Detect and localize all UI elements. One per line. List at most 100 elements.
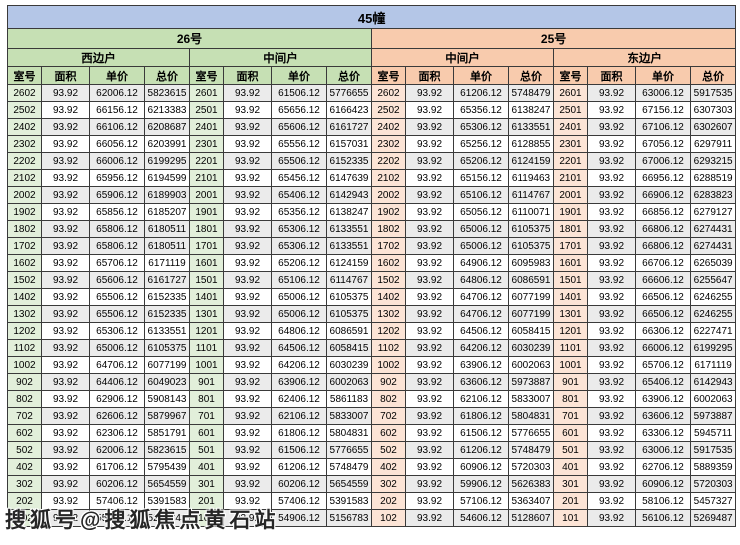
data-cell: 65306.12	[271, 237, 327, 255]
data-cell: 6147639	[326, 169, 372, 187]
room-number-cell: 602	[7, 424, 42, 442]
room-number-cell: 2502	[371, 101, 406, 119]
data-cell: 67106.12	[635, 118, 691, 136]
data-cell: 6138247	[326, 203, 372, 221]
room-number-cell: 502	[7, 441, 42, 459]
data-cell: 93.92	[587, 424, 636, 442]
room-number-cell: 2301	[189, 135, 224, 153]
data-cell: 66906.12	[635, 186, 691, 204]
data-cell: 61506.12	[271, 441, 327, 459]
room-number-cell: 2102	[7, 169, 42, 187]
data-cell: 5720303	[689, 475, 737, 493]
room-number-cell: 2002	[371, 186, 406, 204]
data-cell: 93.92	[223, 84, 272, 102]
room-number-cell: 1701	[553, 237, 588, 255]
data-cell: 6114767	[326, 271, 372, 289]
data-cell: 6133551	[326, 220, 372, 238]
data-cell: 64506.12	[271, 339, 327, 357]
data-cell: 6213383	[144, 101, 190, 119]
room-number-cell: 2402	[7, 118, 42, 136]
room-number-cell: 2001	[189, 186, 224, 204]
data-cell: 93.92	[587, 492, 636, 510]
data-cell: 65406.12	[271, 186, 327, 204]
room-number-cell: 1502	[7, 271, 42, 289]
data-cell: 63906.12	[453, 356, 509, 374]
data-cell: 5889359	[689, 458, 737, 476]
data-cell: 6279127	[689, 203, 737, 221]
table-row: 602 93.92 62306.12 5851791 601 93.92 61806.12 5…	[7, 424, 737, 442]
room-number-cell: 302	[371, 475, 406, 493]
room-number-cell: 1301	[189, 305, 224, 323]
data-cell: 65906.12	[89, 186, 145, 204]
data-cell: 6124159	[326, 254, 372, 272]
building-row: 26号 25号	[7, 28, 737, 49]
room-number-cell: 801	[553, 390, 588, 408]
data-cell: 6255647	[689, 271, 737, 289]
data-cell: 6189903	[144, 186, 190, 204]
room-number-cell: 401	[553, 458, 588, 476]
data-cell: 93.92	[587, 356, 636, 374]
data-cell: 65106.12	[271, 271, 327, 289]
page-title: 45幢	[6, 5, 737, 29]
data-cell: 64806.12	[453, 271, 509, 289]
room-number-cell: 301	[189, 475, 224, 493]
table-row: 1202 93.92 65306.12 6133551 1201 93.92 64806.1…	[7, 322, 737, 340]
data-cell: 67156.12	[635, 101, 691, 119]
data-cell: 93.92	[41, 458, 90, 476]
room-number-cell: 1902	[371, 203, 406, 221]
data-cell: 93.92	[587, 237, 636, 255]
room-number-cell: 902	[371, 373, 406, 391]
room-number-cell: 2401	[553, 118, 588, 136]
room-number-cell: 2302	[7, 135, 42, 153]
data-cell: 6058415	[326, 339, 372, 357]
data-cell: 65056.12	[453, 203, 509, 221]
data-cell: 6307303	[689, 101, 737, 119]
room-number-cell: 301	[553, 475, 588, 493]
data-cell: 65506.12	[89, 288, 145, 306]
room-number-cell: 901	[189, 373, 224, 391]
data-cell: 5748479	[508, 441, 554, 459]
unit-header-middle-26: 中间户	[189, 48, 372, 67]
data-cell: 93.92	[223, 492, 272, 510]
data-cell: 63906.12	[271, 373, 327, 391]
data-cell: 6077199	[144, 356, 190, 374]
data-cell: 62406.12	[271, 390, 327, 408]
data-cell: 65006.12	[271, 305, 327, 323]
data-cell: 93.92	[41, 390, 90, 408]
data-cell: 6199295	[689, 339, 737, 357]
data-cell: 93.92	[41, 101, 90, 119]
data-cell: 65606.12	[271, 118, 327, 136]
data-cell: 93.92	[587, 305, 636, 323]
room-number-cell: 2201	[189, 152, 224, 170]
data-cell: 93.92	[405, 475, 454, 493]
data-cell: 5457327	[689, 492, 737, 510]
data-cell: 5748479	[326, 458, 372, 476]
data-cell: 5156783	[326, 509, 372, 527]
room-number-cell: 102	[371, 509, 406, 527]
data-cell: 65606.12	[89, 271, 145, 289]
room-number-cell: 2301	[553, 135, 588, 153]
data-cell: 5973887	[689, 407, 737, 425]
data-cell: 93.92	[41, 373, 90, 391]
room-number-cell: 1502	[371, 271, 406, 289]
data-cell: 6128855	[508, 135, 554, 153]
room-number-cell: 701	[553, 407, 588, 425]
data-cell: 6124159	[508, 152, 554, 170]
unit-type-row: 西边户 中间户 中间户 东边户	[7, 48, 737, 67]
room-number-cell: 1402	[371, 288, 406, 306]
column-header-room: 室号	[371, 66, 406, 85]
data-cell: 65556.12	[271, 135, 327, 153]
data-cell: 93.92	[223, 509, 272, 527]
data-cell: 5908143	[144, 390, 190, 408]
data-cell: 93.92	[405, 84, 454, 102]
data-cell: 63306.12	[635, 424, 691, 442]
room-number-cell: 402	[371, 458, 406, 476]
room-number-cell: 2502	[7, 101, 42, 119]
data-cell: 93.92	[223, 475, 272, 493]
data-cell: 93.92	[587, 390, 636, 408]
data-cell: 6161727	[144, 271, 190, 289]
data-cell: 66306.12	[635, 322, 691, 340]
data-cell: 63006.12	[635, 84, 691, 102]
data-cell: 6152335	[144, 305, 190, 323]
